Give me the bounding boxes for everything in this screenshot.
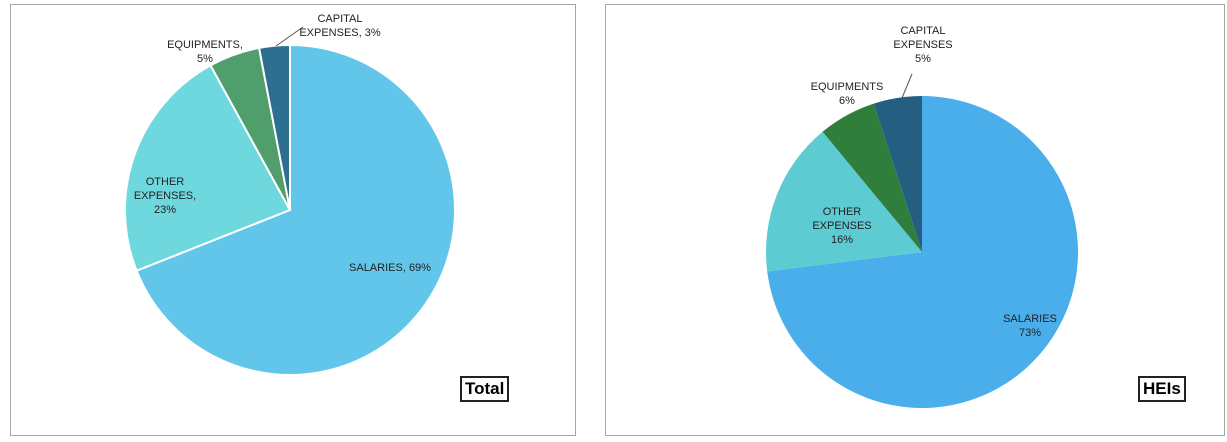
category-label: OTHER EXPENSES [812,206,872,232]
slice-label: SALARIES 73% [995,312,1065,340]
category-label: EQUIPMENTS, [167,39,243,51]
panel [10,4,576,436]
slice-label: EQUIPMENTS 6% [807,80,887,108]
value-label: 23% [153,204,177,216]
leader-line [275,26,304,47]
pie-slice [135,43,456,376]
category-label: SALARIES [1003,313,1057,325]
slice-label: CAPITAL EXPENSES 5% [888,24,958,66]
value-label: 73% [1018,327,1042,339]
panel [605,4,1225,436]
pie-slice [873,96,922,252]
pie-slice [257,43,291,211]
value-label: 16% [830,234,854,246]
slice-label: OTHER EXPENSES 16% [802,205,882,247]
value-label: 5% [197,53,213,65]
value-label: 5% [915,53,931,65]
value-label: 69% [408,262,431,274]
value-label: 6% [839,95,855,107]
value-label: 3% [364,27,381,39]
category-label: OTHER EXPENSES, [133,176,197,202]
category-label: CAPITAL EXPENSES [893,25,953,51]
slice-label: CAPITAL EXPENSES, 3% [290,12,390,40]
chart-title: HEIs [1138,376,1186,402]
pie-slice [766,131,922,272]
pie-slice [822,103,922,252]
pie-slice [124,64,292,273]
category-label: CAPITAL EXPENSES, [299,13,363,39]
slice-label: EQUIPMENTS, 5% [160,38,250,66]
slice-label: SALARIES, 69% [335,261,445,275]
category-label: SALARIES, [349,262,406,274]
chart-title: Total [460,376,510,402]
slice-label: OTHER EXPENSES, 23% [125,175,205,217]
pie-slice [767,96,1078,408]
leader-line [901,73,913,99]
category-label: EQUIPMENTS [810,81,884,93]
